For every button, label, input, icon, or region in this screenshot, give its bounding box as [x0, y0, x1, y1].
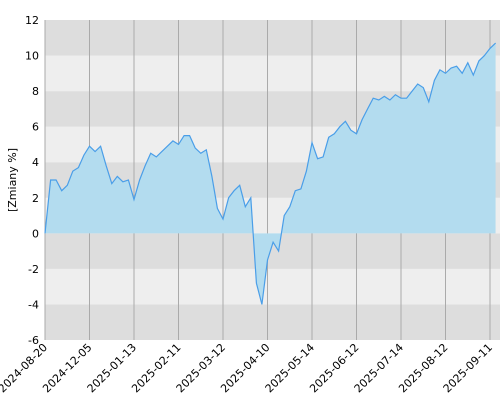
- area: [45, 43, 496, 305]
- y-tick-label: 2: [32, 192, 39, 205]
- band: [45, 268, 500, 305]
- y-axis-label: [Zmiany %]: [6, 148, 19, 212]
- line: [44, 42, 497, 305]
- band: [45, 304, 500, 340]
- y-tick-label: -6: [28, 334, 39, 347]
- band: [45, 55, 500, 92]
- y-tick-label: 0: [32, 227, 39, 240]
- y-tick-label: 8: [32, 85, 39, 98]
- y-tick-label: 6: [32, 121, 39, 134]
- y-tick-label: 4: [32, 156, 39, 169]
- y-tick-label: 10: [25, 50, 39, 63]
- y-tick-label: 12: [25, 14, 39, 27]
- y-tick-label: -2: [28, 263, 39, 276]
- y-tick-label: -4: [28, 298, 39, 311]
- band: [45, 20, 500, 56]
